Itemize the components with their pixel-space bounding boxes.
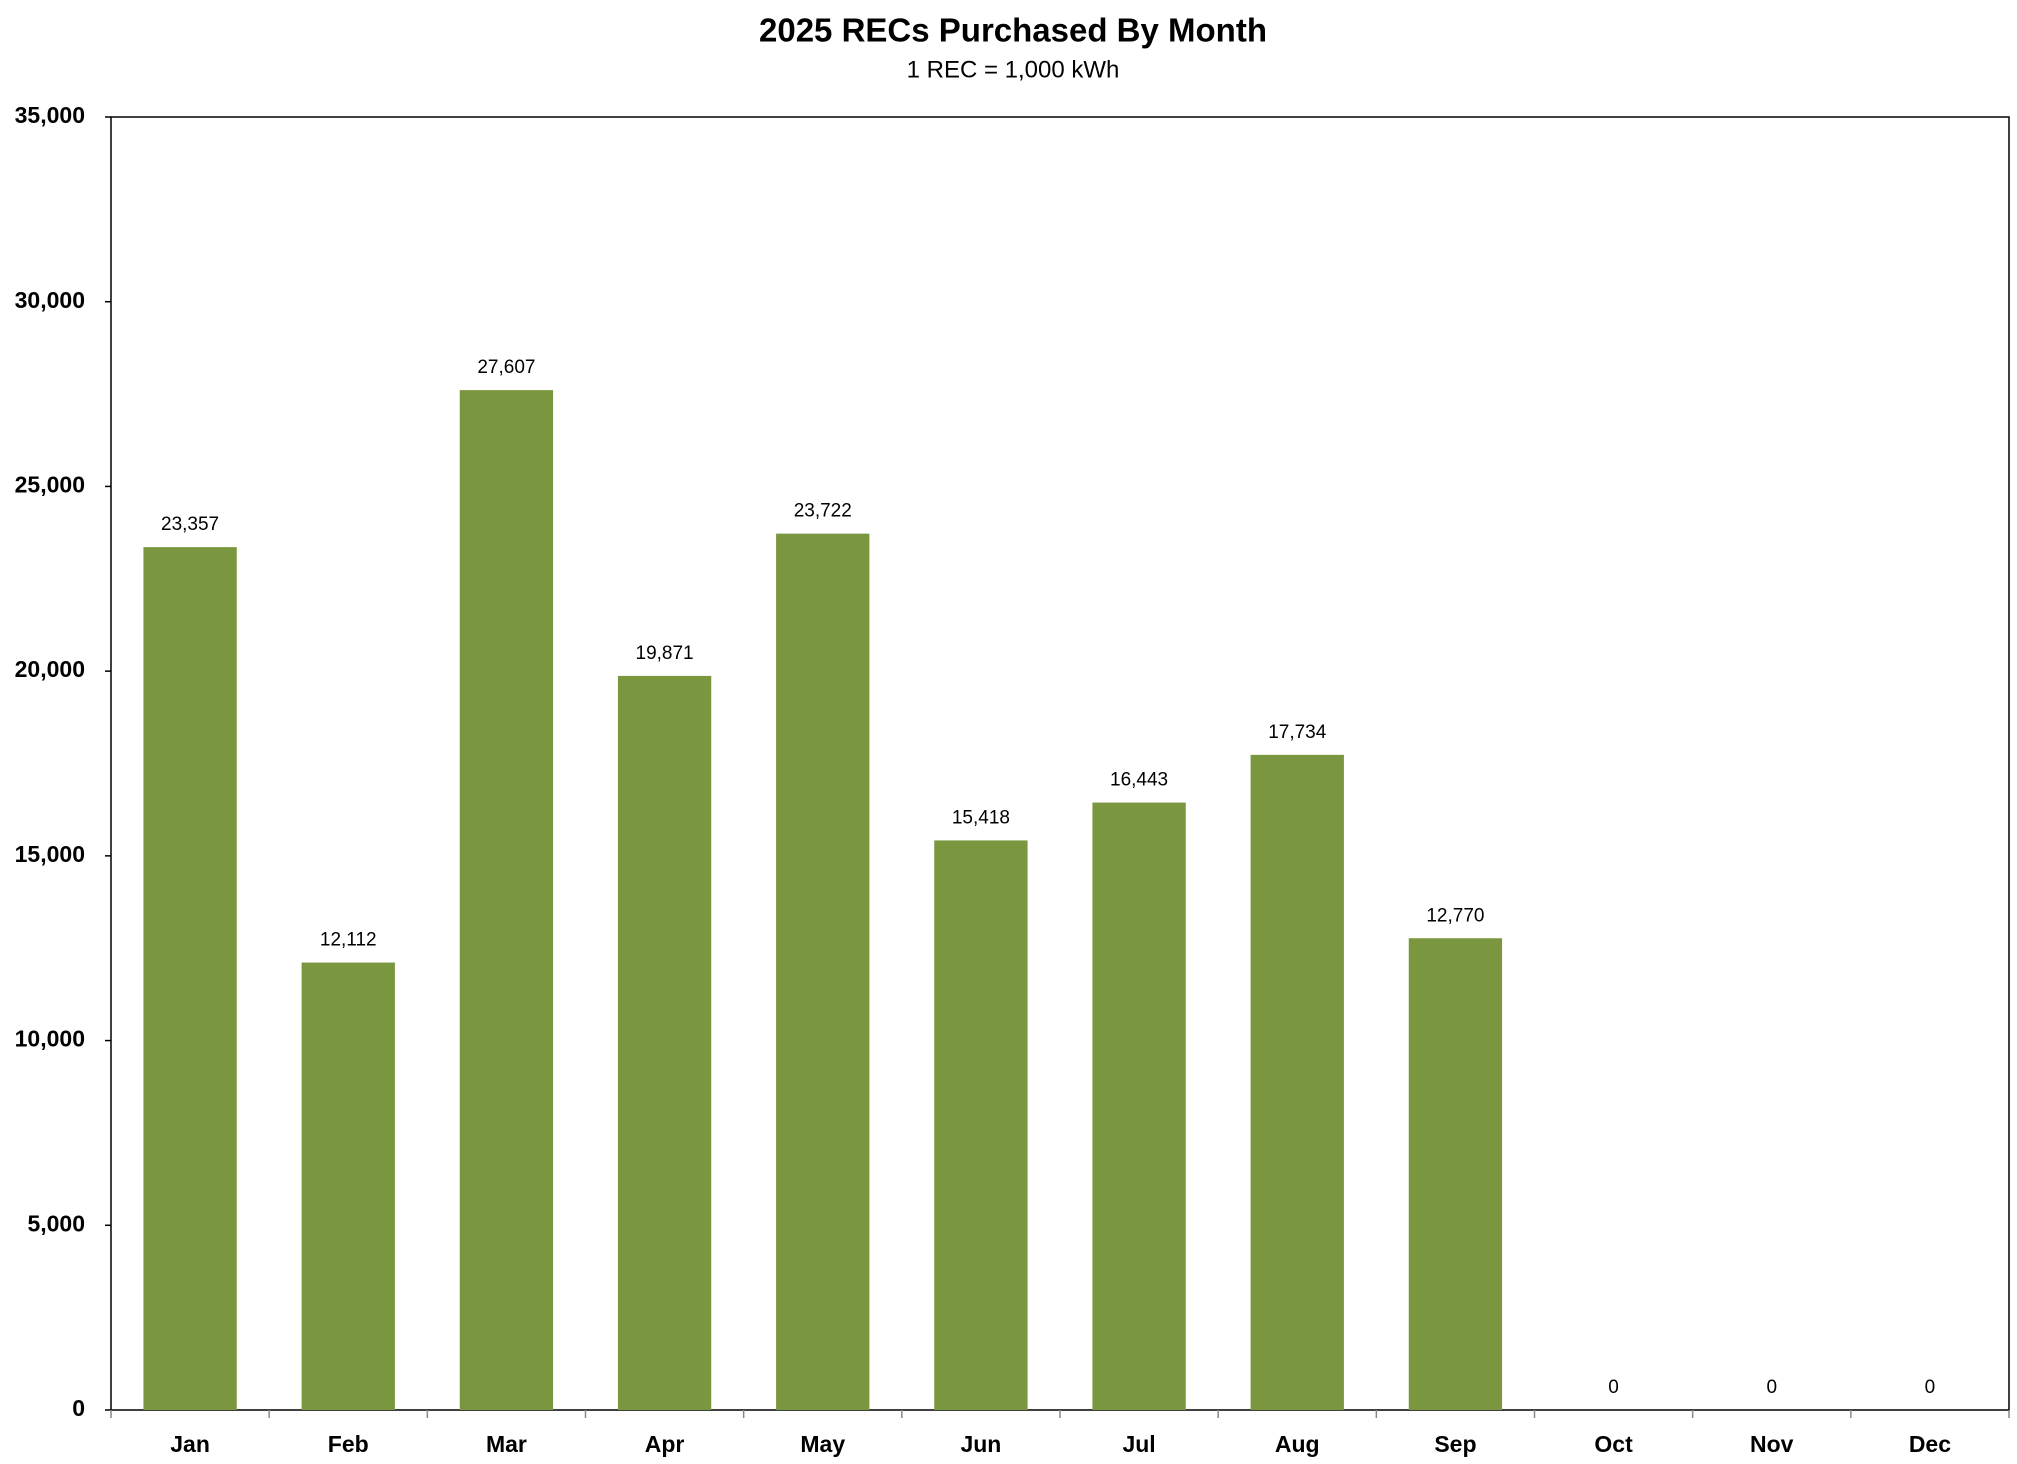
bar: [143, 547, 237, 1410]
plot-frame: [110, 116, 2010, 1411]
y-tick-label: 15,000: [15, 841, 85, 867]
bar: [934, 840, 1028, 1410]
x-tick-label: Oct: [1594, 1431, 1633, 1457]
y-tick-label: 10,000: [15, 1026, 85, 1052]
y-tick-label: 20,000: [15, 656, 85, 682]
value-label: 27,607: [477, 357, 535, 378]
bar: [459, 390, 554, 1410]
x-tick-label: Dec: [1909, 1431, 1951, 1457]
chart-title: 2025 RECs Purchased By Month: [759, 12, 1267, 49]
y-tick-label: 0: [72, 1395, 85, 1421]
x-tick-label: May: [800, 1431, 845, 1457]
value-label: 0: [1766, 1377, 1777, 1398]
bar: [776, 533, 870, 1410]
y-tick-label: 30,000: [15, 287, 85, 313]
value-label: 23,722: [794, 501, 852, 522]
x-tick-label: Feb: [328, 1431, 369, 1457]
value-label: 0: [1608, 1377, 1619, 1398]
y-tick-label: 35,000: [15, 102, 85, 128]
value-label: 19,871: [636, 643, 694, 664]
x-tick-label: Jul: [1122, 1431, 1155, 1457]
x-tick-label: Sep: [1434, 1431, 1476, 1457]
value-label: 15,418: [952, 807, 1010, 828]
x-tick-label: Nov: [1750, 1431, 1794, 1457]
value-label: 12,770: [1426, 905, 1484, 926]
bar: [1250, 754, 1344, 1410]
value-label: 16,443: [1110, 770, 1168, 791]
bar: [617, 675, 712, 1410]
x-tick-label: Mar: [486, 1431, 527, 1457]
chart-subtitle: 1 REC = 1,000 kWh: [907, 56, 1120, 83]
bar: [301, 962, 395, 1410]
bar: [1408, 938, 1503, 1410]
bar: [1092, 802, 1186, 1410]
value-label: 12,112: [320, 930, 377, 951]
y-tick-label: 5,000: [27, 1210, 85, 1236]
value-label: 0: [1925, 1377, 1936, 1398]
value-label: 23,357: [161, 514, 219, 535]
y-tick-label: 25,000: [15, 472, 85, 498]
x-tick-label: Apr: [645, 1431, 685, 1457]
value-label: 17,734: [1268, 722, 1327, 743]
x-tick-label: Jun: [960, 1431, 1001, 1457]
x-tick-label: Jan: [170, 1431, 210, 1457]
x-tick-label: Aug: [1275, 1431, 1320, 1457]
